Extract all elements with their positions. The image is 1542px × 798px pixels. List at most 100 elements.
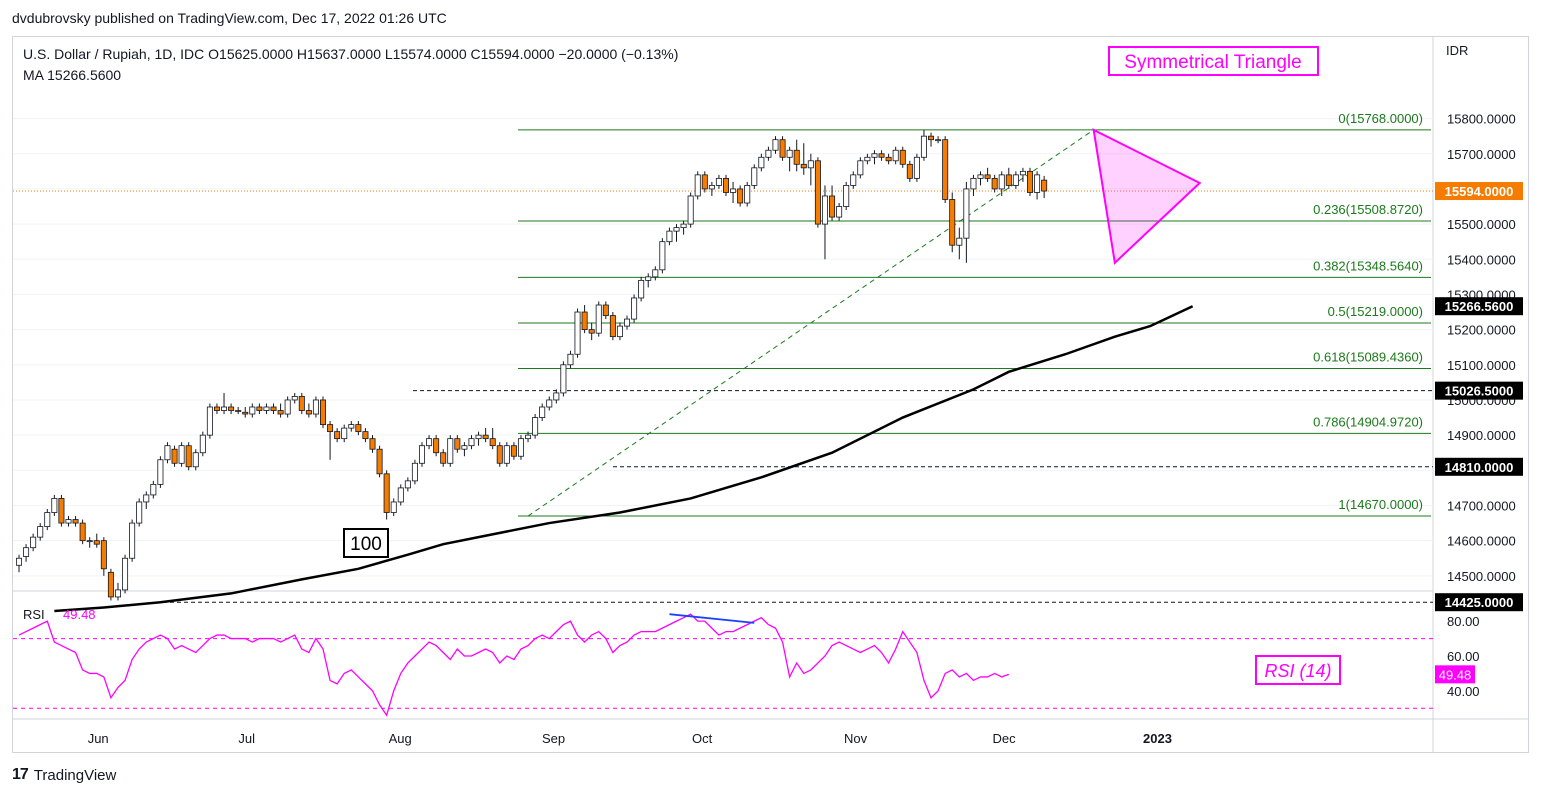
rsi-value-tag-bg [1435, 665, 1475, 684]
candle-body [765, 149, 772, 158]
pattern-label-box [1108, 46, 1319, 76]
candle [383, 470, 390, 520]
footer-brand: TradingView [33, 766, 117, 784]
currency-label: IDR [1446, 43, 1468, 58]
candle [616, 322, 623, 341]
candle-body [602, 304, 609, 316]
candle [447, 435, 454, 467]
candle [221, 392, 228, 415]
candle-body [475, 434, 482, 440]
price-chart[interactable]: U.S. Dollar / Rupiah, 1D, IDC O15625.000… [13, 37, 1528, 752]
triangle-pattern [1092, 128, 1202, 265]
candle [532, 414, 539, 439]
candle [850, 171, 857, 189]
candle-body [30, 536, 37, 549]
time-tick-label: Jun [88, 731, 109, 746]
candle [206, 403, 213, 439]
candle-body [468, 438, 475, 447]
time-tick-label: Dec [992, 731, 1016, 746]
level-tag: 15026.5000 [1445, 384, 1514, 399]
candle-body [129, 522, 136, 559]
price-tick-label: 14500.0000 [1447, 569, 1516, 584]
candle [489, 428, 496, 450]
candle [37, 523, 44, 541]
fib-retracement: 0(15768.0000) 0.236(15508.8720) 0.382(1534… [518, 111, 1431, 517]
candle-body [312, 399, 319, 415]
candle [602, 301, 609, 320]
candle [334, 428, 341, 443]
candle-body [369, 438, 376, 450]
candle-body [829, 195, 836, 218]
candle [574, 308, 581, 358]
candle [1012, 171, 1019, 189]
candle [730, 181, 737, 203]
candle [284, 396, 291, 418]
candle [327, 421, 334, 460]
ma-label-box [343, 528, 389, 558]
candle [475, 431, 482, 446]
candle [270, 403, 277, 415]
candle [949, 192, 956, 253]
candle [93, 533, 100, 548]
candle [1027, 167, 1034, 196]
candle [984, 167, 991, 182]
level-tag: 14810.0000 [1445, 460, 1514, 475]
candle-body [1034, 174, 1041, 193]
candle-body [885, 156, 892, 162]
candle [821, 185, 828, 260]
candle-body [228, 406, 235, 411]
candle [86, 537, 93, 548]
level-tag-bg [1435, 457, 1523, 476]
candle-body [235, 410, 242, 412]
candle-body [454, 438, 461, 450]
candle [998, 171, 1005, 196]
candle [107, 568, 114, 601]
time-axis: Jun Jul Aug Sep Oct Nov Dec 2023 [88, 731, 1172, 746]
candle [341, 424, 348, 443]
candle [362, 428, 369, 443]
candle-body [418, 445, 425, 464]
candle [213, 403, 220, 415]
candle [369, 435, 376, 453]
candle [58, 494, 65, 527]
candle-body [928, 135, 935, 141]
candle [786, 146, 793, 172]
candle-body [263, 406, 270, 411]
candle [1005, 167, 1012, 189]
candle [312, 396, 319, 418]
rsi-line [18, 613, 1010, 717]
candle-body [546, 399, 553, 408]
candle-body [199, 434, 206, 454]
candle-body [793, 149, 800, 165]
candle-body [489, 438, 496, 447]
candles [16, 129, 1048, 601]
candle [249, 403, 256, 418]
ma-line [54, 305, 1194, 613]
candle [546, 396, 553, 411]
candle [468, 435, 475, 450]
candle-body [581, 311, 588, 331]
candle [320, 396, 327, 429]
candle [913, 153, 920, 182]
candle [652, 266, 659, 281]
candle [624, 315, 631, 330]
candle [765, 146, 772, 161]
candle [928, 132, 935, 147]
candle [539, 403, 546, 422]
candle-body [1027, 170, 1034, 193]
candle [440, 449, 447, 467]
legend-line-1: U.S. Dollar / Rupiah, 1D, IDC O15625.000… [23, 46, 678, 62]
candle-body [694, 174, 701, 197]
candle-body [284, 399, 291, 415]
candle-body [942, 139, 949, 200]
price-tick-label: 15400.0000 [1447, 252, 1516, 267]
candle-body [532, 417, 539, 436]
candle-body [221, 406, 228, 411]
candle-body [327, 424, 334, 433]
horizontal-levels [13, 190, 1433, 603]
candle-body [878, 153, 885, 158]
fib-level-label: 0(15768.0000) [1338, 111, 1423, 126]
candle-body [72, 519, 79, 524]
candle-body [539, 406, 546, 418]
candle [482, 428, 489, 443]
